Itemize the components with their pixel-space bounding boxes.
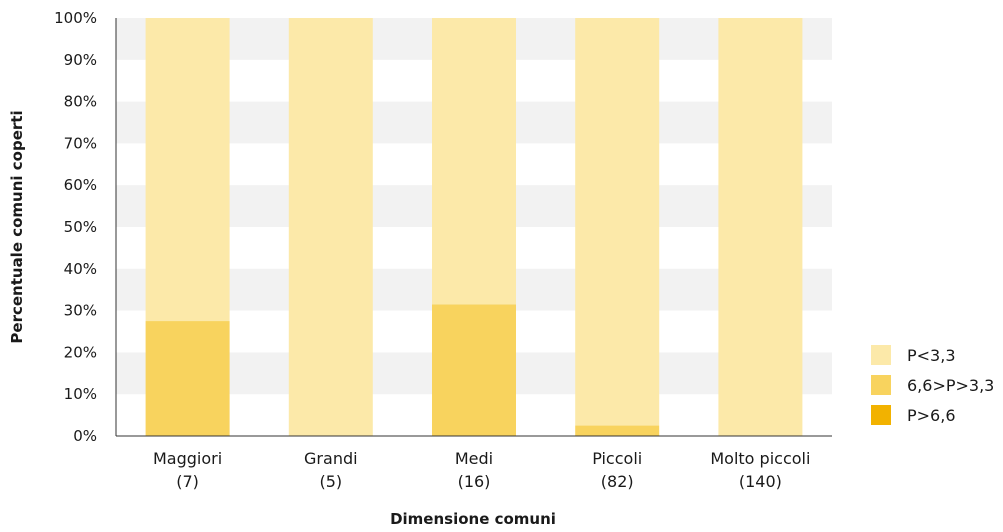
y-tick-label: 30% <box>64 302 97 320</box>
x-category-label: Medi <box>455 449 493 468</box>
y-tick-label: 50% <box>64 218 97 236</box>
legend: P<3,3 6,6>P>3,3 P>6,6 <box>871 345 994 425</box>
x-category-label: Molto piccoli <box>710 449 810 468</box>
bar-segment <box>288 18 373 436</box>
legend-swatch <box>871 345 891 365</box>
x-category-count: (82) <box>601 472 634 491</box>
y-tick-labels: 0% 10% 20% 30% 40% 50% 60% 70% 80% 90% 100% <box>54 9 97 445</box>
y-tick-label: 20% <box>64 343 97 361</box>
x-category-labels: Maggiori (7) Grandi (5) Medi (16) Piccoli (82) M… <box>153 449 810 491</box>
x-category-label: Grandi <box>304 449 358 468</box>
legend-swatch <box>871 375 891 395</box>
y-tick-label: 10% <box>64 385 97 403</box>
x-category-count: (16) <box>458 472 491 491</box>
axes-layer <box>115 18 832 437</box>
legend-label: P<3,3 <box>907 346 956 365</box>
bar-segment <box>145 321 230 436</box>
y-tick-label: 100% <box>54 9 97 27</box>
x-category-count: (5) <box>319 472 342 491</box>
x-category-label: Maggiori <box>153 449 222 468</box>
x-category-count: (140) <box>739 472 782 491</box>
bar-segment <box>575 425 660 436</box>
bar-segment <box>718 18 803 436</box>
bar-segment <box>432 18 516 305</box>
legend-label: P>6,6 <box>907 406 956 425</box>
legend-swatch <box>871 405 891 425</box>
y-axis-title: Percentuale comuni coperti <box>8 110 26 343</box>
y-tick-label: 40% <box>64 260 97 278</box>
x-axis-title: Dimensione comuni <box>390 510 556 528</box>
bar-segment <box>575 18 660 426</box>
bar-segment <box>145 18 230 322</box>
bar-segment <box>432 304 516 436</box>
y-tick-label: 90% <box>64 51 97 69</box>
x-category-count: (7) <box>176 472 199 491</box>
y-tick-label: 70% <box>64 134 97 152</box>
y-tick-label: 0% <box>73 427 97 445</box>
y-tick-label: 60% <box>64 176 97 194</box>
bars-layer <box>145 18 803 436</box>
legend-label: 6,6>P>3,3 <box>907 376 994 395</box>
x-category-label: Piccoli <box>592 449 642 468</box>
y-tick-label: 80% <box>64 93 97 111</box>
